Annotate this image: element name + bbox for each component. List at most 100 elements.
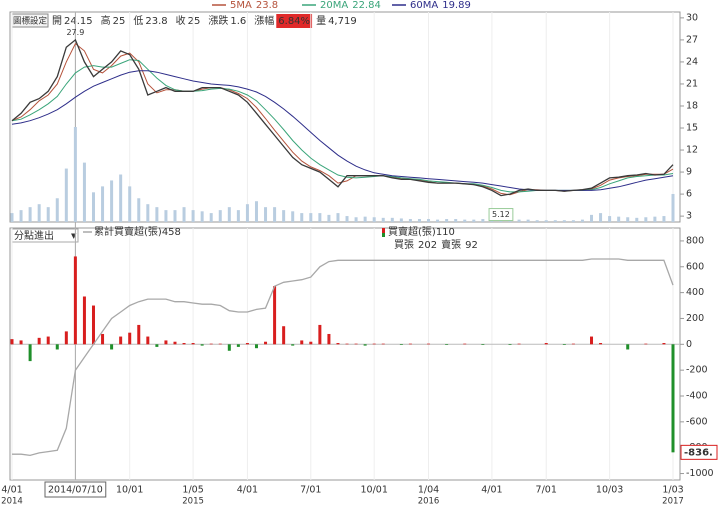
- volume-bar: [635, 217, 639, 222]
- volume-bar: [28, 207, 32, 222]
- net-bar: [517, 343, 521, 345]
- volume-bar: [110, 180, 114, 222]
- y-tick-label: -600: [686, 416, 708, 427]
- quote-label: 漲幅: [254, 14, 274, 27]
- ma-line: [11, 70, 674, 191]
- volume-bar: [200, 211, 204, 222]
- legend-entry: 20MA 22.84: [320, 0, 381, 11]
- net-bar: [182, 343, 186, 345]
- y-tick-label: 400: [686, 287, 704, 298]
- net-bar: [146, 336, 150, 345]
- value: 92: [465, 240, 478, 251]
- volume-bar: [590, 214, 594, 222]
- quote-label: 開: [52, 15, 62, 27]
- volume-bar: [445, 219, 449, 222]
- volume-bar: [535, 220, 539, 222]
- value: 110: [436, 227, 455, 238]
- quote-value: 25: [188, 16, 201, 27]
- x-tick-label: 10/01: [116, 485, 143, 496]
- net-bar: [427, 343, 431, 345]
- price-line: [11, 38, 674, 197]
- volume-bar: [37, 204, 41, 222]
- y-tick-label: -400: [686, 391, 708, 402]
- net-bar: [626, 344, 630, 350]
- legend-name: 20MA: [320, 0, 348, 11]
- volume-bar: [617, 216, 621, 222]
- volume-bar: [245, 204, 249, 222]
- net-bar: [264, 341, 268, 345]
- selector-label[interactable]: 分點進出: [14, 229, 54, 242]
- net-bar: [209, 343, 213, 345]
- net-bar: [91, 305, 95, 345]
- ma-line: [11, 42, 674, 196]
- x-tick-label: 4/01: [1, 485, 22, 496]
- net-bar: [110, 344, 114, 350]
- net-bar: [408, 343, 412, 345]
- price-frame: [9, 11, 681, 223]
- net-bar: [372, 343, 376, 345]
- net-bar: [590, 336, 594, 345]
- y-tick-label: -1000: [686, 468, 714, 479]
- net-bar: [671, 344, 675, 453]
- volume-bar: [119, 174, 123, 222]
- volume-bar: [64, 168, 68, 222]
- volume-bar: [173, 210, 177, 222]
- net-bar: [562, 344, 566, 345]
- y-tick-label: 0: [686, 339, 692, 350]
- volume-bar: [91, 192, 95, 222]
- x-tick-label: 4/01: [237, 485, 258, 496]
- net-bar: [55, 344, 59, 350]
- net-bar: [354, 343, 358, 345]
- volume-bar: [345, 216, 349, 222]
- volume-bar: [372, 217, 376, 222]
- high-annotation: 27.9: [66, 28, 84, 37]
- volume-bar: [254, 201, 258, 222]
- quote-label: 高: [101, 14, 111, 27]
- net-bar: [37, 337, 41, 345]
- volume-bar: [417, 219, 421, 222]
- volume-bar: [55, 198, 59, 222]
- label: 賣張: [441, 238, 461, 251]
- volume-bar: [137, 198, 141, 222]
- x-tick-label: 1/03: [662, 485, 683, 496]
- y-tick-label: -200: [686, 365, 708, 376]
- y-tick-label: 800: [686, 235, 704, 246]
- legend-entry: 60MA 19.89: [410, 0, 471, 11]
- volume-bar: [318, 213, 322, 222]
- y-tick-label: 200: [686, 313, 704, 324]
- volume-bar: [155, 207, 159, 222]
- volume-bar: [354, 217, 358, 222]
- net-bar: [73, 256, 77, 345]
- y-tick-label: 12: [686, 145, 698, 156]
- net-bar: [644, 343, 648, 345]
- ma-line: [11, 59, 674, 193]
- value: 458: [162, 227, 181, 238]
- net-bar: [101, 333, 105, 345]
- y-tick-label: 6: [686, 189, 692, 200]
- settings-button-label[interactable]: 圖標設定: [13, 16, 48, 27]
- volume-bar: [264, 207, 268, 222]
- net-bar: [309, 341, 313, 345]
- net-bar: [173, 341, 177, 345]
- net-bar: [191, 343, 195, 345]
- volume-bar: [209, 213, 213, 222]
- volume-bar: [553, 220, 557, 222]
- volume-bar: [653, 216, 657, 222]
- quote-label: 量: [316, 15, 326, 27]
- net-bar: [291, 344, 295, 346]
- volume-bar: [101, 186, 105, 222]
- net-bar: [137, 324, 141, 345]
- quote-label: 收: [176, 14, 186, 27]
- net-bar: [10, 339, 14, 345]
- volume-bar: [82, 162, 86, 222]
- selector-arrow[interactable]: ▼: [71, 232, 77, 240]
- volume-bar: [164, 210, 168, 222]
- cumulative-line: [12, 258, 674, 457]
- net-bar: [236, 344, 240, 347]
- net-bar: [445, 344, 449, 345]
- volume-bar: [580, 219, 584, 222]
- net-bar: [119, 336, 123, 345]
- x-year-label: 2015: [182, 497, 204, 506]
- x-tick-label: 7/01: [536, 485, 557, 496]
- cumulative-label: 累計買賣超(張)458: [94, 225, 181, 238]
